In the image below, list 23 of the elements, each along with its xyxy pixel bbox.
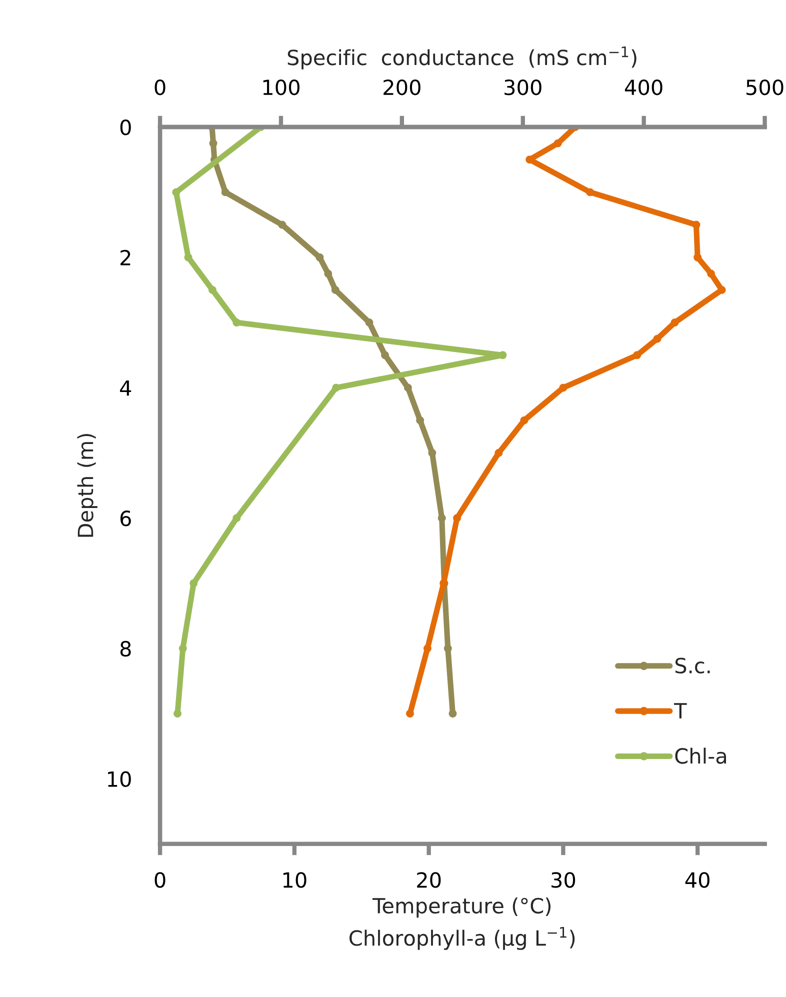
x2-axis-title: Specific conductance (mS cm$^{−1}$) bbox=[288, 46, 636, 70]
x2-tick-label: 200 bbox=[384, 79, 420, 96]
legend-label: T bbox=[674, 703, 687, 718]
y-axis-title: Depth (m) bbox=[77, 434, 98, 537]
x-tick-label: 10 bbox=[283, 872, 306, 888]
y-tick-label: 0 bbox=[120, 119, 131, 136]
y-tick-label: 6 bbox=[120, 510, 131, 526]
y-tick-label: 10 bbox=[108, 771, 131, 787]
legend-label: S.c. bbox=[675, 658, 710, 674]
x-tick-label: 30 bbox=[552, 872, 576, 888]
x-tick-label: 20 bbox=[417, 872, 441, 888]
x-axis-title: Temperature (°C) Chlorophyll-a (μg L$^{−1}$) bbox=[350, 897, 575, 950]
x-tick-label: 0 bbox=[154, 872, 166, 888]
x2-tick-label: 300 bbox=[504, 79, 542, 96]
y-tick-label: 8 bbox=[120, 640, 131, 657]
y-tick-label: 4 bbox=[120, 380, 132, 396]
x2-tick-label: 0 bbox=[154, 79, 166, 96]
x2-tick-label: 400 bbox=[624, 79, 662, 96]
y-tick-label: 2 bbox=[120, 250, 130, 266]
x2-tick-label: 100 bbox=[263, 79, 300, 96]
legend-label: Chl-a bbox=[675, 748, 726, 764]
x2-tick-label: 500 bbox=[746, 79, 784, 96]
x-tick-label: 40 bbox=[685, 872, 710, 888]
